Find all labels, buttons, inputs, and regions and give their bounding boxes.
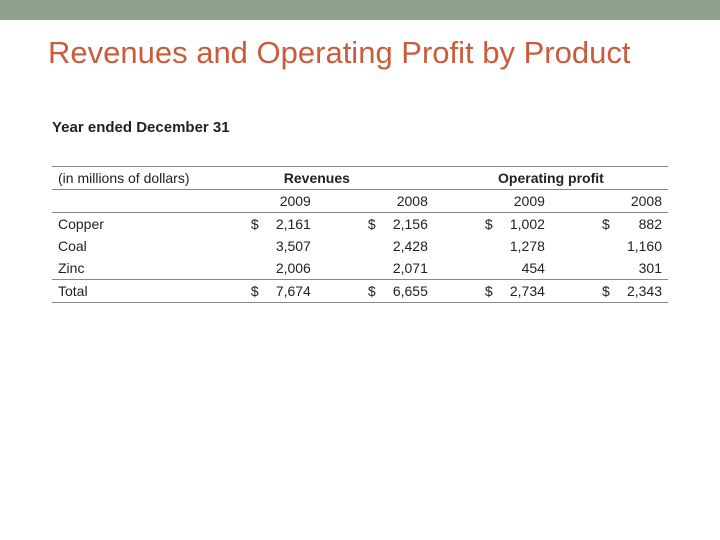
group-header-operating-profit: Operating profit: [434, 167, 668, 190]
cell: $2,161: [200, 213, 317, 236]
row-label: Coal: [52, 235, 200, 257]
cell: 2,428: [317, 235, 434, 257]
header-band: [0, 0, 720, 20]
row-label: Copper: [52, 213, 200, 236]
cell: 2,006: [200, 257, 317, 280]
year-header: 2008: [317, 190, 434, 213]
row-label: Total: [52, 280, 200, 303]
cell: 1,160: [551, 235, 668, 257]
cell: $882: [551, 213, 668, 236]
cell: $7,674: [200, 280, 317, 303]
year-header-blank: [52, 190, 200, 213]
financial-table-wrap: (in millions of dollars) Revenues Operat…: [0, 142, 720, 303]
subtitle: Year ended December 31: [0, 119, 720, 142]
cell: $2,734: [434, 280, 551, 303]
cell: 3,507: [200, 235, 317, 257]
year-header: 2009: [434, 190, 551, 213]
title-block: Revenues and Operating Profit by Product: [0, 20, 720, 119]
table-row: Copper $2,161 $2,156 $1,002 $882: [52, 213, 668, 236]
cell: $6,655: [317, 280, 434, 303]
year-header: 2008: [551, 190, 668, 213]
total-row: Total $7,674 $6,655 $2,734 $2,343: [52, 280, 668, 303]
table-row: Coal 3,507 2,428 1,278 1,160: [52, 235, 668, 257]
year-header-row: 2009 2008 2009 2008: [52, 190, 668, 213]
cell: $2,156: [317, 213, 434, 236]
year-header: 2009: [200, 190, 317, 213]
cell: $2,343: [551, 280, 668, 303]
row-label: Zinc: [52, 257, 200, 280]
cell: 454: [434, 257, 551, 280]
unit-note: (in millions of dollars): [52, 167, 200, 190]
cell: 2,071: [317, 257, 434, 280]
group-header-revenues: Revenues: [200, 167, 434, 190]
table-row: Zinc 2,006 2,071 454 301: [52, 257, 668, 280]
cell: 301: [551, 257, 668, 280]
financial-table: (in millions of dollars) Revenues Operat…: [52, 166, 668, 303]
cell: $1,002: [434, 213, 551, 236]
cell: 1,278: [434, 235, 551, 257]
page-title: Revenues and Operating Profit by Product: [48, 34, 672, 71]
group-header-row: (in millions of dollars) Revenues Operat…: [52, 167, 668, 190]
